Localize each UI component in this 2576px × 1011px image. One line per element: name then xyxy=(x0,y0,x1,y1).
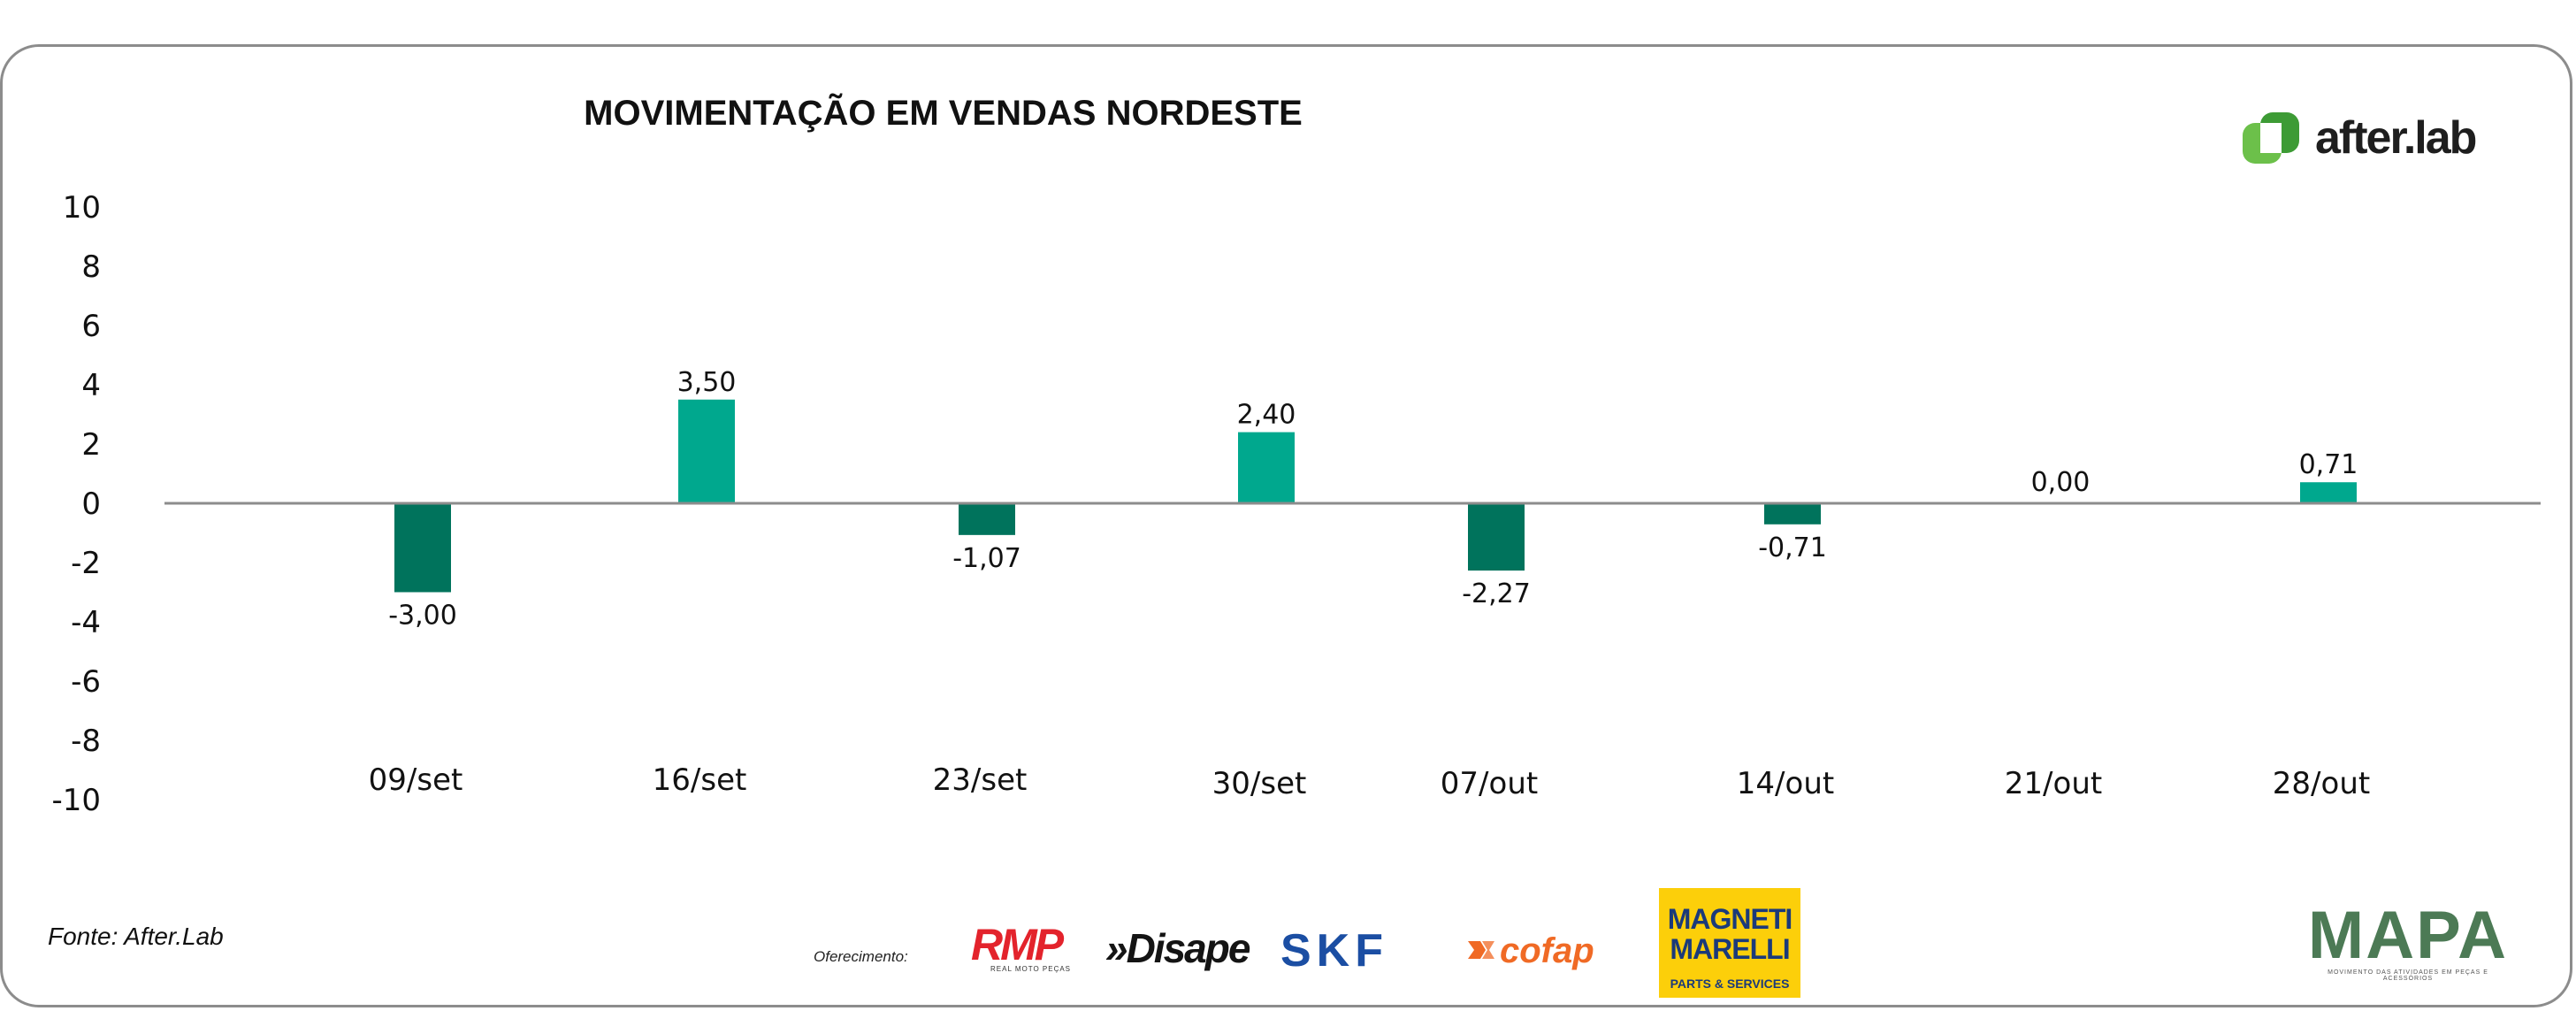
bar-14-out xyxy=(1764,503,1821,525)
disape-logo: »Disape xyxy=(1105,922,1265,975)
magneti-logo-line1: MAGNETI xyxy=(1667,903,1793,935)
value-labels: -3,00 3,50 -1,07 2,40 -2,27 -0,71 0,00 0,71 xyxy=(388,367,2358,632)
value-label: -2,27 xyxy=(1462,578,1531,609)
y-tick-label: 6 xyxy=(81,309,101,344)
y-tick-label: 8 xyxy=(81,249,101,285)
after-lab-logo: after.lab xyxy=(2243,110,2477,166)
value-label: -0,71 xyxy=(1758,532,1827,563)
after-lab-logo-icon xyxy=(2243,112,2299,164)
value-label: 2,40 xyxy=(1237,400,1296,431)
rmp-logo-mark: RMP xyxy=(971,920,1064,969)
skf-logo: SKF xyxy=(1280,925,1444,977)
disape-logo-mark: »Disape xyxy=(1105,925,1250,971)
bar-28-out xyxy=(2300,482,2357,503)
y-tick-label: 0 xyxy=(81,486,101,522)
y-tick-label: -6 xyxy=(71,664,101,700)
x-axis-ticks: 09/set 16/set 23/set 30/set 07/out 14/out 21/o… xyxy=(369,762,2371,801)
value-label: -3,00 xyxy=(388,601,457,632)
x-tick-label: 07/out xyxy=(1441,766,1538,801)
mapa-logo: MAPA MOVIMENTO DAS ATIVIDADES EM PEÇAS E… xyxy=(2306,898,2510,983)
y-axis-ticks: 10 8 6 4 2 0 -2 -4 -6 -8 -10 xyxy=(51,190,101,818)
cofap-logo-mark: cofap xyxy=(1500,931,1594,970)
bar-09-set xyxy=(394,503,451,593)
x-tick-label: 16/set xyxy=(653,762,747,798)
source-note: Fonte: After.Lab xyxy=(48,923,224,950)
skf-logo-mark: SKF xyxy=(1280,925,1388,977)
x-tick-label: 23/set xyxy=(933,762,1028,798)
bar-16-set xyxy=(678,399,735,503)
bars xyxy=(394,399,2357,593)
mapa-logo-mark: MAPA xyxy=(2307,898,2509,973)
magneti-logo-line2: MARELLI xyxy=(1670,933,1790,965)
bar-23-set xyxy=(959,503,1015,535)
cofap-logo: cofap xyxy=(1466,929,1630,973)
value-label: 0,71 xyxy=(2299,449,2358,480)
rmp-logo-sub: REAL MOTO PEÇAS xyxy=(990,965,1072,973)
y-tick-label: -10 xyxy=(51,783,101,818)
chart-title: MOVIMENTAÇÃO EM VENDAS NORDESTE xyxy=(584,94,1303,133)
x-tick-label: 21/out xyxy=(2005,766,2102,801)
x-tick-label: 14/out xyxy=(1737,766,1834,801)
y-tick-label: -2 xyxy=(71,546,101,581)
x-tick-label: 30/set xyxy=(1212,766,1307,801)
after-lab-wordmark: after.lab xyxy=(2315,112,2477,164)
x-tick-label: 28/out xyxy=(2273,766,2370,801)
cofap-x-icon xyxy=(1468,941,1494,959)
y-tick-label: 10 xyxy=(63,190,101,226)
value-label: -1,07 xyxy=(952,543,1021,574)
magneti-marelli-logo: MAGNETI MARELLI PARTS & SERVICES xyxy=(1659,888,1800,998)
y-tick-label: 2 xyxy=(81,427,101,463)
magneti-logo-sub: PARTS & SERVICES xyxy=(1670,977,1790,991)
value-label: 0,00 xyxy=(2031,467,2091,498)
sponsor-label: Oferecimento: xyxy=(814,948,908,965)
bar-30-set xyxy=(1238,432,1295,503)
y-tick-label: -4 xyxy=(71,605,101,640)
value-label: 3,50 xyxy=(677,367,737,398)
x-tick-label: 09/set xyxy=(369,762,463,798)
y-tick-label: -8 xyxy=(71,724,101,759)
rmp-logo: RMP REAL MOTO PEÇAS xyxy=(971,920,1086,973)
y-tick-label: 4 xyxy=(81,368,101,403)
mapa-logo-sub: MOVIMENTO DAS ATIVIDADES EM PEÇAS E ACES… xyxy=(2328,969,2488,982)
bar-07-out xyxy=(1468,503,1525,571)
